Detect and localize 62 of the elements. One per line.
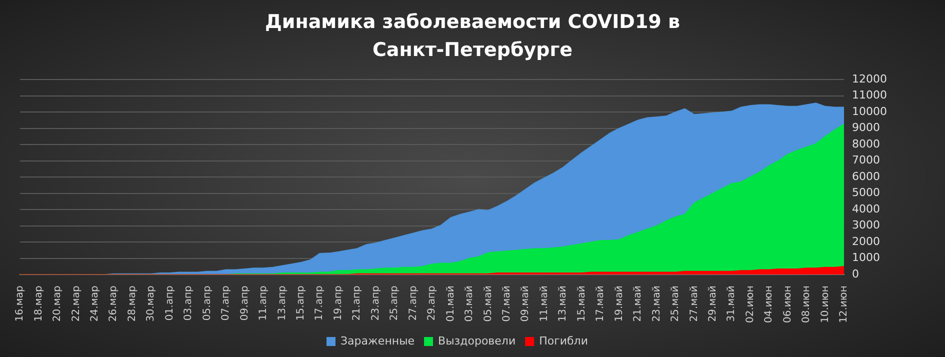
x-tick-label: 09.апр xyxy=(239,286,250,321)
x-tick-label: 13.апр xyxy=(276,286,288,321)
x-tick-label: 27.апр xyxy=(408,286,419,321)
x-tick-label: 01.май xyxy=(445,286,456,322)
x-tick-label: 30.мар xyxy=(146,286,157,322)
y-tick-label: 0 xyxy=(852,268,860,280)
y-tick-label: 7000 xyxy=(852,154,880,167)
x-tick-label: 10.июн xyxy=(820,286,831,323)
x-tick-label: 03.апр xyxy=(183,286,194,321)
x-tick-label: 19.май xyxy=(614,286,625,322)
x-tick-label: 21.май xyxy=(632,286,644,322)
x-tick-label: 25.май xyxy=(670,286,682,322)
x-tick-label: 24.мар xyxy=(90,286,101,322)
x-tick-label: 18.мар xyxy=(33,286,44,322)
y-tick-label: 10000 xyxy=(852,104,888,118)
x-tick-label: 22.мар xyxy=(70,286,82,322)
x-tick-label: 23.май xyxy=(651,286,662,322)
y-tick-label: 2000 xyxy=(852,234,880,248)
y-tick-label: 4000 xyxy=(852,202,880,216)
x-tick-label: 17.апр xyxy=(314,286,326,321)
x-tick-label: 05.май xyxy=(482,286,494,322)
x-tick-label: 11.апр xyxy=(258,286,270,321)
y-tick-label: 8000 xyxy=(852,137,880,150)
x-tick-label: 29.май xyxy=(708,286,719,322)
x-tick-label: 07.апр xyxy=(220,286,232,321)
y-tick-label: 1000 xyxy=(852,251,880,264)
x-tick-label: 29.апр xyxy=(426,286,438,321)
x-tick-label: 08.июн xyxy=(801,286,812,323)
legend-label: Зараженные xyxy=(340,334,415,348)
y-tick-label: 5000 xyxy=(852,186,880,200)
x-tick-label: 26.мар xyxy=(108,286,120,322)
chart-title: Динамика заболеваемости COVID19 в Санкт-Петербурге xyxy=(264,10,682,63)
x-tick-label: 13.май xyxy=(558,286,569,322)
x-tick-label: 21.апр xyxy=(352,286,363,321)
y-tick-label: 11000 xyxy=(852,88,888,102)
x-tick-label: 11.май xyxy=(538,286,550,322)
y-tick-label: 3000 xyxy=(852,218,880,232)
x-tick-label: 28.мар xyxy=(126,286,138,322)
x-tick-label: 04.июн xyxy=(764,286,775,323)
x-tick-label: 12.июн xyxy=(838,286,850,323)
y-tick-label: 6000 xyxy=(852,170,880,183)
x-tick-label: 02.июн xyxy=(744,286,756,323)
x-tick-label: 07.май xyxy=(502,286,513,322)
x-tick-label: 16.мар xyxy=(14,286,26,322)
legend-label: Погибли xyxy=(539,334,588,348)
x-tick-label: 03.май xyxy=(464,286,476,322)
legend-label: Выздоровели xyxy=(438,334,516,348)
x-tick-label: 19.апр xyxy=(332,286,344,321)
x-tick-label: 20.мар xyxy=(52,286,64,322)
x-tick-label: 01.апр xyxy=(164,286,176,321)
y-tick-label: 12000 xyxy=(852,72,888,86)
x-tick-label: 09.май xyxy=(520,286,532,322)
x-tick-label: 06.июн xyxy=(782,286,794,323)
x-tick-label: 25.апр xyxy=(389,286,400,321)
y-tick-label: 9000 xyxy=(852,121,880,134)
x-tick-label: 27.май xyxy=(688,286,700,322)
x-tick-label: 17.май xyxy=(595,286,606,322)
x-tick-label: 15.май xyxy=(576,286,588,322)
x-tick-label: 23.апр xyxy=(370,286,382,321)
x-tick-label: 31.май xyxy=(726,286,738,322)
x-tick-label: 15.апр xyxy=(296,286,307,321)
x-tick-label: 05.апр xyxy=(202,286,213,321)
